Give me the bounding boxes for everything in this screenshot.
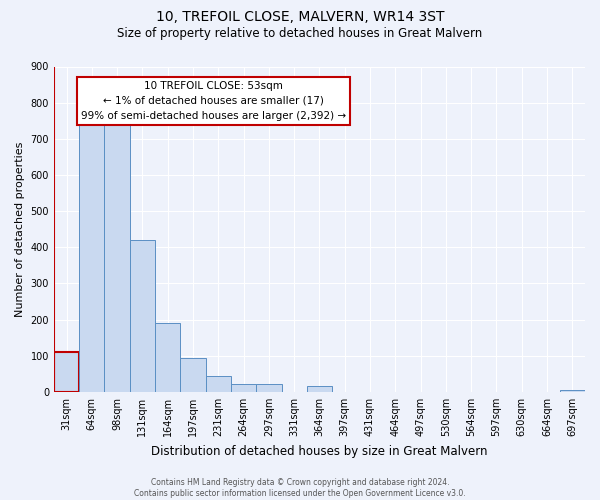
Bar (206, 376, 231, 392)
Bar (231, 384, 256, 392)
Bar (181, 358, 206, 392)
Text: Contains HM Land Registry data © Crown copyright and database right 2024.
Contai: Contains HM Land Registry data © Crown c… (134, 478, 466, 498)
Bar (256, 384, 281, 392)
Bar (104, 120, 130, 392)
Text: 10, TREFOIL CLOSE, MALVERN, WR14 3ST: 10, TREFOIL CLOSE, MALVERN, WR14 3ST (156, 10, 444, 24)
Bar (54, 352, 79, 392)
Bar (307, 386, 332, 392)
Bar (79, 120, 104, 392)
Bar (130, 240, 155, 392)
Bar (560, 390, 585, 392)
Text: Size of property relative to detached houses in Great Malvern: Size of property relative to detached ho… (118, 28, 482, 40)
Y-axis label: Number of detached properties: Number of detached properties (15, 142, 25, 317)
Bar (155, 323, 181, 392)
Text: 10 TREFOIL CLOSE: 53sqm
← 1% of detached houses are smaller (17)
99% of semi-det: 10 TREFOIL CLOSE: 53sqm ← 1% of detached… (80, 81, 346, 120)
X-axis label: Distribution of detached houses by size in Great Malvern: Distribution of detached houses by size … (151, 444, 488, 458)
